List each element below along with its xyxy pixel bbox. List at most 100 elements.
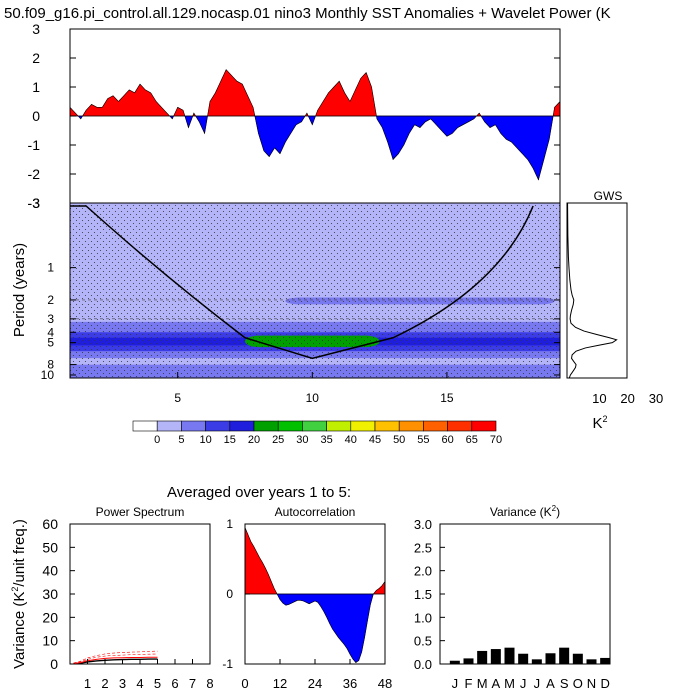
gws-x-tick-label: 10 bbox=[592, 391, 606, 406]
colorbar-label: 30 bbox=[296, 434, 308, 446]
colorbar-label: 60 bbox=[441, 434, 453, 446]
gws-frame bbox=[566, 202, 628, 379]
power-spectrum-series bbox=[73, 650, 158, 664]
variance-x-tick-label: F bbox=[465, 676, 473, 691]
power-spectrum-series bbox=[73, 656, 158, 665]
ps-x-tick-label: 7 bbox=[189, 676, 196, 691]
variance-x-tick-label: O bbox=[573, 676, 583, 691]
significance-dashed-lines bbox=[70, 299, 560, 320]
colorbar-label: 70 bbox=[490, 434, 502, 446]
colorbar-swatch bbox=[277, 420, 303, 432]
ps-x-tick-label: 8 bbox=[206, 676, 213, 691]
sst-line bbox=[69, 69, 561, 181]
sst-y-tick-label: -2 bbox=[28, 166, 41, 182]
colorbar-swatch bbox=[423, 420, 448, 432]
colorbar-swatch bbox=[326, 420, 352, 432]
colorbar-swatch bbox=[447, 420, 473, 432]
autocorrelation-positive-area bbox=[244, 527, 386, 595]
figure-title: 50.f09_g16.pi_control.all.129.nocasp.01 … bbox=[4, 5, 611, 22]
colorbar-label: 50 bbox=[393, 434, 405, 446]
colorbar-swatch bbox=[132, 420, 158, 432]
power-spectrum-series bbox=[73, 653, 158, 664]
colorbar-label: 15 bbox=[224, 434, 236, 446]
sst-positive-area bbox=[69, 69, 561, 117]
ps-y-tick-label: 0 bbox=[50, 656, 58, 672]
gws-x-tick-label: 30 bbox=[649, 391, 663, 406]
colorbar-label: 0 bbox=[154, 434, 160, 446]
gws-x-label: K2 bbox=[592, 414, 607, 432]
power-spectrum-y-label: Variance (K2/unit freq.) bbox=[10, 519, 28, 669]
variance-bar bbox=[559, 647, 570, 664]
gws-title: GWS bbox=[594, 189, 623, 203]
variance-y-tick-label: 0.5 bbox=[414, 634, 432, 649]
autocorrelation-negative-area bbox=[276, 593, 374, 664]
variance-bar bbox=[477, 650, 488, 664]
variance-x-tick-label: D bbox=[600, 676, 609, 691]
variance-y-tick-label: 3.0 bbox=[414, 517, 432, 532]
autocorrelation-panel: Autocorrelation 1 0 -1 0 12 24 36 48 bbox=[222, 505, 392, 691]
ps-y-tick-label: 30 bbox=[42, 586, 58, 602]
variance-bar bbox=[600, 657, 611, 664]
variance-title: Variance (K2) bbox=[490, 504, 560, 519]
wavelet-frame bbox=[69, 202, 561, 379]
ac-x-tick-label: 48 bbox=[378, 676, 392, 691]
ac-y-tick-label: 0 bbox=[226, 587, 233, 601]
variance-bar bbox=[545, 653, 556, 664]
wavelet-y-tick-label: 2 bbox=[47, 293, 54, 307]
colorbar-swatch bbox=[253, 420, 279, 432]
ps-y-tick-label: 50 bbox=[42, 539, 58, 555]
sst-y-tick-label: -1 bbox=[28, 137, 41, 153]
ps-x-tick-label: 1 bbox=[84, 676, 91, 691]
variance-x-tick-label: J bbox=[534, 676, 541, 691]
power-spectrum-lines bbox=[73, 650, 158, 665]
wavelet-top-tick-label: -3 bbox=[28, 195, 41, 211]
stipple-field bbox=[70, 203, 560, 378]
autocorrelation-title: Autocorrelation bbox=[275, 505, 356, 519]
ac-x-tick-label: 36 bbox=[343, 676, 357, 691]
wavelet-y-tick-label: 3 bbox=[47, 312, 54, 326]
ps-y-tick-label: 60 bbox=[42, 516, 58, 532]
variance-y-tick-label: 1.5 bbox=[414, 587, 432, 602]
variance-x-tick-label: A bbox=[491, 676, 500, 691]
ps-x-tick-label: 6 bbox=[171, 676, 178, 691]
ps-x-tick-label: 5 bbox=[154, 676, 161, 691]
variance-x-tick-label: M bbox=[477, 676, 488, 691]
variance-x-tick-label: J bbox=[452, 676, 459, 691]
colorbar-label: 10 bbox=[199, 434, 211, 446]
power-spectrum-frame bbox=[69, 523, 211, 665]
wavelet-y-tick-label: 1 bbox=[47, 261, 54, 275]
colorbar-label: 65 bbox=[466, 434, 478, 446]
variance-axes: J F M A M J J A S O N D0.00.51.01.52.02.53.0 bbox=[414, 517, 610, 691]
variance-y-tick-label: 1.0 bbox=[414, 610, 432, 625]
power-spectrum-title: Power Spectrum bbox=[96, 505, 185, 519]
sst-y-tick-label: 3 bbox=[32, 21, 40, 37]
variance-bar bbox=[504, 647, 515, 664]
power-spectrum-series bbox=[73, 658, 158, 665]
power-spectrum-axes: 0 10 20 30 40 50 60 1 2 3 4 5 6 7 8 bbox=[42, 516, 213, 691]
sst-negative-area bbox=[77, 115, 554, 180]
colorbar-label: 45 bbox=[369, 434, 381, 446]
colorbar-label: 55 bbox=[417, 434, 429, 446]
sst-y-tick-label: 1 bbox=[32, 79, 40, 95]
variance-x-tick-label: S bbox=[560, 676, 569, 691]
ps-y-tick-label: 20 bbox=[42, 609, 58, 625]
colorbar-swatch bbox=[181, 420, 206, 432]
colorbar-label: 35 bbox=[320, 434, 332, 446]
colorbar-label: 25 bbox=[272, 434, 284, 446]
significance-stippling bbox=[70, 203, 560, 378]
variance-frame bbox=[439, 523, 611, 665]
wavelet-y-label: Period (years) bbox=[11, 243, 28, 337]
variance-bar bbox=[586, 659, 597, 664]
wavelet-x-tick-label: 10 bbox=[306, 391, 320, 405]
variance-bar bbox=[490, 649, 501, 664]
ac-x-tick-label: 12 bbox=[273, 676, 287, 691]
variance-bar bbox=[463, 658, 474, 664]
wavelet-x-tick-label: 15 bbox=[440, 391, 454, 405]
wavelet-y-axis: 1 2 345 810 -3 bbox=[28, 195, 560, 382]
sst-y-axis: 3 2 1 0 -1 -2 -3 bbox=[28, 21, 560, 211]
variance-x-tick-label: J bbox=[520, 676, 527, 691]
colorbar-swatch bbox=[471, 420, 497, 432]
variance-bar bbox=[572, 653, 583, 664]
ps-x-tick-label: 3 bbox=[119, 676, 126, 691]
